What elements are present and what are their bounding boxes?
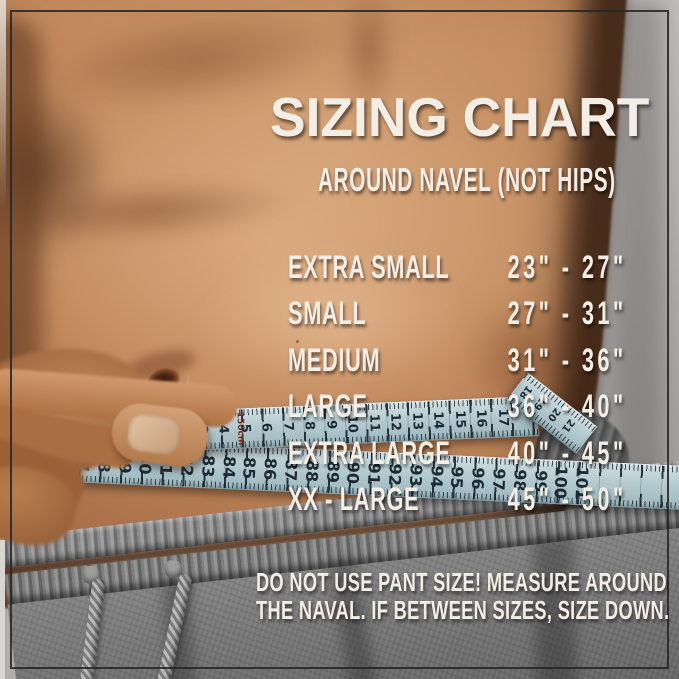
size-row: EXTRA SMALL 23" - 27" [288,244,642,290]
page-title: SIZING CHART [270,86,650,148]
footnote-line-2: THE NAVAL. IF BETWEEN SIZES, SIZE DOWN. [256,595,670,625]
size-label: EXTRA SMALL [288,249,450,285]
skin-mole [296,340,299,343]
size-label: MEDIUM [288,341,381,378]
size-range: 40" - 45" [507,434,627,471]
size-label: LARGE [288,388,368,425]
size-range: 45" - 50" [507,480,627,517]
size-label: SMALL [288,295,367,332]
left-edge-highlight [0,540,5,679]
belly-highlight [195,245,465,395]
footnote: DO NOT USE PANT SIZE! MEASURE AROUND THE… [256,568,669,624]
size-row: SMALL 27" - 31" [288,290,642,336]
size-row: MEDIUM 31" - 36" [288,337,642,383]
size-row: XX - LARGE 45" - 50" [288,476,642,522]
left-edge-highlight [0,0,6,210]
size-row: EXTRA LARGE 40" - 45" [288,430,642,476]
subtitle: AROUND NAVEL (NOT HIPS) [318,161,616,198]
size-table: EXTRA SMALL 23" - 27" SMALL 27" - 31" ME… [288,244,642,522]
sternum-shadow [340,0,396,120]
size-range: 31" - 36" [507,341,627,378]
size-label: XX - LARGE [288,480,420,517]
size-range: 27" - 31" [507,295,627,332]
skin-mole [371,261,375,265]
size-label: EXTRA LARGE [288,434,451,471]
size-range: 23" - 27" [507,249,627,285]
size-row: LARGE 36" - 40" [288,383,642,429]
size-range: 36" - 40" [507,388,627,425]
footnote-line-1: DO NOT USE PANT SIZE! MEASURE AROUND [256,567,667,597]
inner-border-frame [10,10,669,669]
drawstring-grommet [165,560,181,578]
